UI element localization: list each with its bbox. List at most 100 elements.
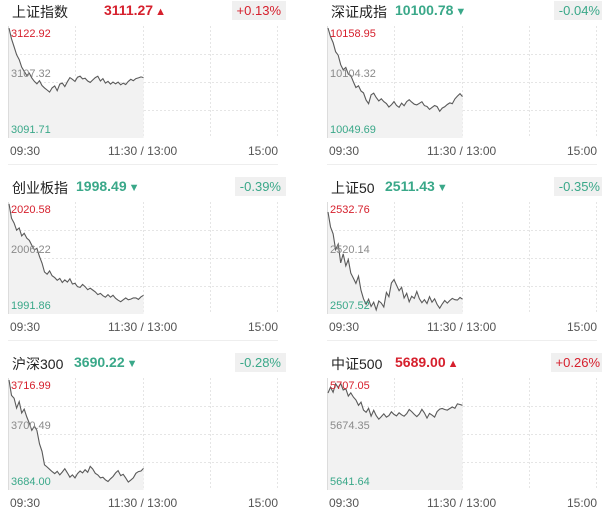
change-badge: +0.13% [231,1,286,20]
chart-svg: 5707.05 5674.35 5641.64 [327,378,597,490]
y-label-mid: 3700.49 [11,420,51,432]
time-close: 15:00 [247,496,278,510]
divider [8,340,278,341]
index-header: 中证500 5689.00 ▲ +0.26% [327,352,602,374]
y-label-high: 10158.95 [330,28,376,40]
time-axis: 09:30 11:30 / 13:00 15:00 [8,320,278,334]
time-open: 09:30 [10,320,41,334]
index-price: 2511.43 ▼ [385,178,448,194]
time-midday: 11:30 / 13:00 [108,320,178,334]
price-area [9,380,144,490]
time-axis: 09:30 11:30 / 13:00 15:00 [327,144,597,158]
index-header: 创业板指 1998.49 ▼ -0.39% [8,176,288,198]
index-name: 沪深300 [12,356,64,372]
time-close: 15:00 [566,144,597,158]
chart-svg: 3122.92 3107.32 3091.71 [8,26,278,138]
y-label-high: 3122.92 [11,28,51,40]
time-midday: 11:30 / 13:00 [427,144,497,158]
chart-svg: 3716.99 3700.49 3684.00 [8,378,278,490]
chart-svg: 2532.76 2520.14 2507.52 [327,202,597,314]
intraday-chart[interactable]: 2020.58 2006.22 1991.86 [8,202,278,314]
y-label-mid: 5674.35 [330,420,370,432]
time-midday: 11:30 / 13:00 [108,496,178,510]
time-open: 09:30 [329,144,360,158]
index-name: 上证指数 [12,4,68,20]
time-midday: 11:30 / 13:00 [427,320,497,334]
price-line [327,382,463,421]
index-card[interactable]: 上证50 2511.43 ▼ -0.35% 2532.76 2520.14 2507.… [327,176,602,346]
index-name: 创业板指 [12,180,68,196]
up-arrow-icon: ▲ [155,6,166,18]
y-label-low: 2507.52 [330,300,370,312]
time-close: 15:00 [566,496,597,510]
y-label-high: 3716.99 [11,380,51,392]
divider [327,340,597,341]
index-card[interactable]: 深证成指 10100.78 ▼ -0.04% 10158.95 10104.32 10… [327,0,602,170]
time-close: 15:00 [247,320,278,334]
index-card[interactable]: 上证指数 3111.27 ▲ +0.13% 3122.92 3107.32 3091.… [8,0,288,170]
index-card[interactable]: 创业板指 1998.49 ▼ -0.39% 2020.58 2006.22 1991.… [8,176,288,346]
index-price: 3111.27 ▲ [104,2,166,18]
y-label-low: 1991.86 [11,300,51,312]
y-label-low: 10049.69 [330,124,376,136]
y-label-mid: 2006.22 [11,244,51,256]
price-area [328,383,463,490]
index-header: 沪深300 3690.22 ▼ -0.28% [8,352,288,374]
y-label-low: 3091.71 [11,124,51,136]
index-price: 5689.00 ▲ [395,354,459,370]
y-label-high: 5707.05 [330,380,370,392]
down-arrow-icon: ▼ [126,358,138,370]
time-midday: 11:30 / 13:00 [427,496,497,510]
y-label-mid: 3107.32 [11,68,51,80]
index-header: 上证50 2511.43 ▼ -0.35% [327,176,602,198]
time-axis: 09:30 11:30 / 13:00 15:00 [327,320,597,334]
intraday-chart[interactable]: 3122.92 3107.32 3091.71 [8,26,278,138]
y-label-high: 2020.58 [11,204,51,216]
change-badge: -0.39% [234,177,286,196]
index-header: 深证成指 10100.78 ▼ -0.04% [327,0,602,22]
index-name: 上证50 [331,180,375,196]
price-area [9,203,144,314]
index-price: 3690.22 ▼ [74,354,138,370]
intraday-chart[interactable]: 5707.05 5674.35 5641.64 [327,378,597,490]
y-label-mid: 2520.14 [330,244,370,256]
down-arrow-icon: ▼ [436,182,448,194]
price-line [8,203,144,303]
index-name: 深证成指 [331,4,387,20]
y-label-low: 3684.00 [11,476,51,488]
down-arrow-icon: ▼ [455,6,467,18]
index-header: 上证指数 3111.27 ▲ +0.13% [8,0,288,22]
divider [327,164,597,165]
y-label-mid: 10104.32 [330,68,376,80]
price-line [327,27,463,113]
price-area [328,28,463,138]
change-badge: +0.26% [550,353,602,372]
divider [8,164,278,165]
time-axis: 09:30 11:30 / 13:00 15:00 [8,496,278,510]
index-card[interactable]: 中证500 5689.00 ▲ +0.26% 5707.05 5674.35 5641… [327,352,602,514]
time-open: 09:30 [329,320,360,334]
intraday-chart[interactable]: 3716.99 3700.49 3684.00 [8,378,278,490]
time-open: 09:30 [10,144,41,158]
up-arrow-icon: ▲ [447,358,459,370]
price-line [8,379,144,483]
index-price: 1998.49 ▼ [76,178,140,194]
intraday-chart[interactable]: 2532.76 2520.14 2507.52 [327,202,597,314]
time-open: 09:30 [329,496,360,510]
down-arrow-icon: ▼ [128,182,140,194]
intraday-chart[interactable]: 10158.95 10104.32 10049.69 [327,26,597,138]
time-close: 15:00 [566,320,597,334]
time-open: 09:30 [10,496,41,510]
index-price: 10100.78 ▼ [395,2,467,18]
index-card[interactable]: 沪深300 3690.22 ▼ -0.28% 3716.99 3700.49 3684… [8,352,288,514]
y-label-low: 5641.64 [330,476,370,488]
index-name: 中证500 [331,356,383,372]
price-area [9,28,144,138]
change-badge: -0.35% [553,177,602,196]
price-line [327,211,463,312]
time-axis: 09:30 11:30 / 13:00 15:00 [8,144,278,158]
time-axis: 09:30 11:30 / 13:00 15:00 [327,496,597,510]
y-label-high: 2532.76 [330,204,370,216]
change-badge: -0.28% [234,353,286,372]
time-midday: 11:30 / 13:00 [108,144,178,158]
